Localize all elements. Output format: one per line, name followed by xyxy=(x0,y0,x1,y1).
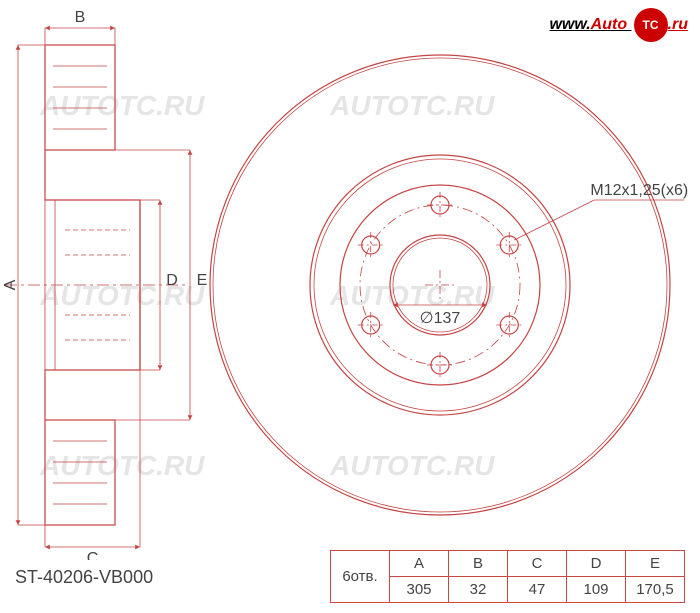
svg-text:∅137: ∅137 xyxy=(420,310,461,327)
table-value: 32 xyxy=(449,577,508,603)
table-value: 47 xyxy=(508,577,567,603)
svg-text:B: B xyxy=(75,9,86,26)
svg-text:E: E xyxy=(197,272,208,289)
table-header: D xyxy=(567,551,626,577)
table-header: A xyxy=(390,551,449,577)
dimension-table: 6отв. A B C D E 305 32 47 109 170,5 xyxy=(330,550,685,603)
svg-text:M12x1,25(x6): M12x1,25(x6) xyxy=(590,182,688,199)
technical-drawing: M12x1,25(x6) ∅137 A B C D E xyxy=(0,0,700,560)
part-number: ST-40206-VB000 xyxy=(15,567,153,588)
svg-text:D: D xyxy=(166,272,178,289)
table-value: 170,5 xyxy=(626,577,685,603)
table-header: B xyxy=(449,551,508,577)
svg-text:C: C xyxy=(87,550,99,560)
table-header: C xyxy=(508,551,567,577)
bolt-count-label: 6отв. xyxy=(331,551,390,603)
table-value: 109 xyxy=(567,577,626,603)
svg-text:A: A xyxy=(2,279,19,290)
table-header: E xyxy=(626,551,685,577)
table-value: 305 xyxy=(390,577,449,603)
